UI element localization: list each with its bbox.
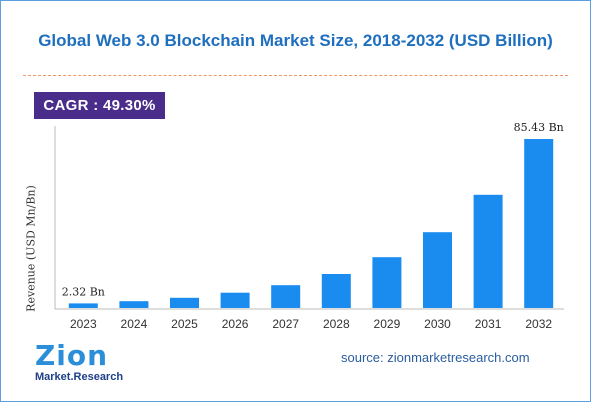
logo-subtitle: Market.Research — [35, 371, 124, 383]
x-tick-label-2032: 2032 — [525, 317, 552, 331]
bars-group — [68, 139, 554, 308]
bar-2024 — [119, 301, 149, 308]
bar-2031 — [473, 194, 503, 308]
bar-2029 — [372, 257, 402, 308]
source-text: source: zionmarketresearch.com — [341, 350, 530, 365]
x-tick-label-2023: 2023 — [70, 317, 97, 331]
x-tick-label-2024: 2024 — [121, 317, 148, 331]
x-tick-label-2031: 2031 — [475, 317, 502, 331]
bar-2030 — [423, 232, 452, 308]
data-label-2032: 85.43 Bn — [514, 121, 564, 134]
zion-logo: Zion Market.Research — [35, 339, 125, 393]
bar-2026 — [220, 292, 250, 308]
title-divider — [23, 75, 568, 76]
bar-2025 — [170, 297, 199, 308]
x-tick-label-2030: 2030 — [424, 317, 451, 331]
bar-2028 — [321, 274, 351, 308]
bar-2032 — [524, 139, 554, 308]
bar-2027 — [271, 285, 301, 308]
x-tick-label-2027: 2027 — [272, 317, 299, 331]
labels-group: 2023 2.32 Bn 2024 2025 2026 2027 2028 2029 2030 2… — [62, 121, 564, 331]
x-tick-label-2026: 2026 — [222, 317, 249, 331]
chart-title: Global Web 3.0 Blockchain Market Size, 2… — [38, 31, 553, 50]
x-tick-label-2029: 2029 — [374, 317, 401, 331]
x-tick-label-2028: 2028 — [323, 317, 350, 331]
cagr-badge: CAGR : 49.30% — [34, 92, 165, 119]
bar-2023 — [68, 303, 98, 308]
data-label-2023: 2.32 Bn — [62, 285, 105, 298]
x-tick-label-2025: 2025 — [171, 317, 198, 331]
logo-wordmark: Zion — [35, 339, 109, 372]
